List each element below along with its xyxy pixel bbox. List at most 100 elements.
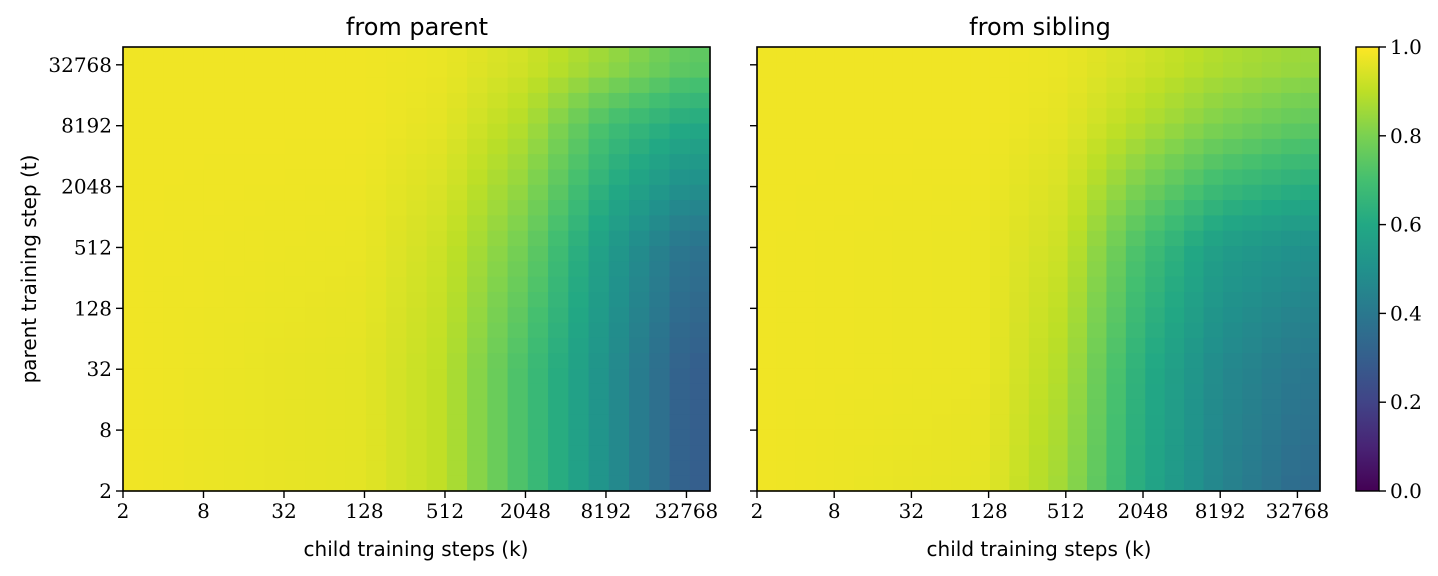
heatmap-cell xyxy=(1126,384,1146,400)
heatmap-cell xyxy=(406,246,427,262)
heatmap-cell xyxy=(1204,200,1224,216)
heatmap-cell xyxy=(1242,47,1262,63)
heatmap-cell xyxy=(386,78,407,94)
heatmap-cell xyxy=(447,476,468,492)
heatmap-cell xyxy=(932,323,952,339)
heatmap-cell xyxy=(386,200,407,216)
heatmap-cell xyxy=(285,445,306,461)
heatmap-cell xyxy=(184,246,205,262)
heatmap-cell xyxy=(568,445,589,461)
heatmap-cell xyxy=(265,231,286,247)
heatmap-cell xyxy=(1204,62,1224,78)
heatmap-cell xyxy=(548,353,569,369)
heatmap-cell xyxy=(649,261,670,277)
heatmap-cell xyxy=(1184,399,1204,415)
heatmap-cell xyxy=(1165,215,1185,231)
heatmap-cell xyxy=(796,108,816,124)
heatmap-cell xyxy=(224,124,245,140)
heatmap-cell xyxy=(912,124,932,140)
heatmap-cell xyxy=(325,277,346,293)
heatmap-cell xyxy=(893,261,913,277)
heatmap-cell xyxy=(285,154,306,170)
heatmap-cell xyxy=(346,154,367,170)
heatmap-cell xyxy=(406,215,427,231)
heatmap-cell xyxy=(224,47,245,63)
heatmap-cell xyxy=(1184,307,1204,323)
heatmap-cell xyxy=(1184,62,1204,78)
heatmap-cell xyxy=(912,200,932,216)
heatmap-cell xyxy=(1106,338,1126,354)
heatmap-cell xyxy=(690,261,711,277)
heatmap-cell xyxy=(589,277,610,293)
heatmap-cell xyxy=(690,231,711,247)
heatmap-cell xyxy=(548,292,569,308)
heatmap-cell xyxy=(932,307,952,323)
heatmap-cell xyxy=(815,476,835,492)
heatmap-cell xyxy=(386,323,407,339)
heatmap-cell xyxy=(1029,292,1049,308)
heatmap-cell xyxy=(1106,47,1126,63)
heatmap-cell xyxy=(629,169,650,185)
heatmap-cell xyxy=(1087,430,1107,446)
heatmap-cell xyxy=(265,292,286,308)
heatmap-cell xyxy=(1165,292,1185,308)
heatmap-cell xyxy=(1087,200,1107,216)
heatmap-cell xyxy=(325,185,346,201)
x-tick-label: 128 xyxy=(970,499,1008,523)
heatmap-cell xyxy=(467,215,488,231)
heatmap-cell xyxy=(1242,292,1262,308)
heatmap-cell xyxy=(1242,185,1262,201)
heatmap-cell xyxy=(467,414,488,430)
heatmap-cell xyxy=(528,215,549,231)
heatmap-cell xyxy=(609,369,630,385)
heatmap-cell xyxy=(854,460,874,476)
heatmap-cell xyxy=(815,231,835,247)
heatmap-cell xyxy=(1087,353,1107,369)
heatmap-cell xyxy=(912,169,932,185)
heatmap-cell xyxy=(386,476,407,492)
heatmap-cell xyxy=(1068,445,1088,461)
heatmap-cell xyxy=(143,124,164,140)
heatmap-cell xyxy=(1106,154,1126,170)
heatmap-cell xyxy=(815,307,835,323)
heatmap-cell xyxy=(609,62,630,78)
heatmap-cell xyxy=(325,338,346,354)
heatmap-cell xyxy=(971,108,991,124)
heatmap-cell xyxy=(951,93,971,109)
heatmap-cell xyxy=(123,384,144,400)
heatmap-cell xyxy=(912,261,932,277)
heatmap-cell xyxy=(776,154,796,170)
heatmap-cell xyxy=(776,78,796,94)
heatmap-cell xyxy=(447,185,468,201)
y-axis-label-text: parent training step (t) xyxy=(17,155,41,384)
heatmap-cell xyxy=(757,353,777,369)
heatmap-cell xyxy=(854,169,874,185)
heatmap-cell xyxy=(609,261,630,277)
heatmap-cell xyxy=(649,62,670,78)
heatmap-cell xyxy=(285,124,306,140)
heatmap-cell xyxy=(1281,353,1301,369)
heatmap-cell xyxy=(629,353,650,369)
heatmap-cell xyxy=(1106,445,1126,461)
heatmap-cell xyxy=(244,78,265,94)
heatmap-cell xyxy=(265,430,286,446)
heatmap-cell xyxy=(1029,62,1049,78)
heatmap-cell xyxy=(163,292,184,308)
heatmap-cell xyxy=(589,215,610,231)
heatmap-cell xyxy=(204,154,225,170)
heatmap-cell xyxy=(184,231,205,247)
heatmap-cell xyxy=(815,215,835,231)
heatmap-cell xyxy=(1242,93,1262,109)
heatmap-cell xyxy=(427,307,448,323)
heatmap-cell xyxy=(487,47,508,63)
heatmap-cell xyxy=(1106,139,1126,155)
heatmap-cell xyxy=(305,62,326,78)
heatmap-cell xyxy=(1301,185,1321,201)
heatmap-cell xyxy=(873,246,893,262)
heatmap-cell xyxy=(1165,169,1185,185)
x-axis-label-text: child training steps (k) xyxy=(304,537,529,561)
heatmap-cell xyxy=(835,215,855,231)
heatmap-cell xyxy=(1048,445,1068,461)
heatmap-cell xyxy=(609,277,630,293)
heatmap-cell xyxy=(1223,62,1243,78)
